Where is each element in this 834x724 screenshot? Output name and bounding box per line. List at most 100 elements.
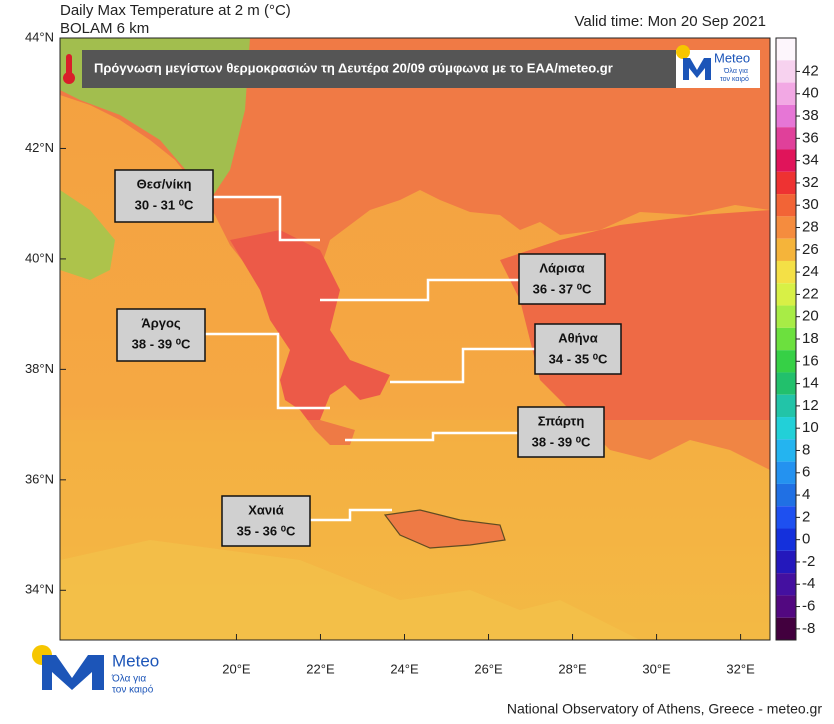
valid-time: Valid time: Mon 20 Sep 2021 — [574, 13, 766, 30]
colorbar-swatch — [776, 439, 796, 462]
colorbar-label: -8 — [802, 620, 815, 637]
colorbar-label: 4 — [802, 486, 810, 503]
land-italy — [60, 190, 115, 280]
callout-city: Λάρισα — [539, 260, 584, 275]
colorbar-swatch — [776, 216, 796, 239]
colorbar-label: 30 — [802, 196, 819, 213]
colorbar-swatch — [776, 127, 796, 150]
colorbar-label: 14 — [802, 375, 819, 392]
logo-tagline: τον καιρό — [112, 684, 154, 696]
colorbar-label: 20 — [802, 308, 819, 325]
x-tick-label: 20°E — [222, 661, 251, 676]
thermometer — [66, 54, 72, 76]
banner-text: Πρόγνωση μεγίστων θερμοκρασιών τη Δευτέρ… — [94, 60, 613, 75]
callout-city: Σπάρτη — [538, 413, 585, 428]
y-tick-label: 34°N — [25, 582, 54, 597]
y-tick-label: 44°N — [25, 29, 54, 44]
colorbar-swatch — [776, 194, 796, 217]
logo-name: Meteo — [112, 651, 159, 670]
colorbar-label: 28 — [802, 218, 819, 235]
logo-mark — [683, 58, 711, 80]
y-tick-label: 40°N — [25, 250, 54, 265]
colorbar-swatch — [776, 283, 796, 306]
y-tick-label: 36°N — [25, 471, 54, 486]
callout-city: Άργος — [141, 315, 181, 330]
callout-range: 34 - 35 ⁰C — [549, 351, 608, 366]
colorbar-label: 10 — [802, 419, 819, 436]
map-frame — [59, 37, 771, 641]
connector — [345, 431, 518, 442]
colorbar-label: 42 — [802, 62, 819, 79]
y-tick-label: 42°N — [25, 140, 54, 155]
land-crete — [383, 509, 506, 549]
colorbar-swatch — [776, 350, 796, 373]
callout-box — [116, 308, 206, 362]
thermometer-bulb — [63, 72, 75, 84]
logo-mark — [42, 655, 104, 690]
colorbar-swatch — [776, 528, 796, 551]
callout-box — [221, 495, 311, 547]
x-tick-label: 26°E — [474, 661, 503, 676]
colorbar-label: 38 — [802, 107, 819, 124]
y-tick-label: 38°N — [25, 361, 54, 376]
callout-box — [517, 406, 605, 458]
connector — [390, 347, 535, 384]
callout-city: Αθήνα — [558, 330, 598, 345]
land-greece — [230, 230, 390, 445]
colorbar-label: 0 — [802, 531, 810, 548]
colorbar-swatch — [776, 104, 796, 128]
colorbar-swatch — [776, 394, 796, 418]
colorbar-label: 12 — [802, 397, 819, 414]
logo-sun — [676, 45, 690, 59]
logo-tagline: Όλα για — [111, 674, 146, 685]
colorbar-swatch — [776, 327, 796, 351]
colorbar-swatch — [776, 238, 796, 261]
footer: National Observatory of Athens, Greece -… — [507, 701, 822, 717]
colorbar-label: -2 — [802, 553, 815, 570]
colorbar-label: 34 — [802, 152, 819, 169]
colorbar-label: 2 — [802, 508, 810, 525]
colorbar-swatch — [776, 38, 796, 61]
colorbar-label: 22 — [802, 285, 819, 302]
colorbar-label: -6 — [802, 598, 815, 615]
callout-city: Χανιά — [248, 502, 284, 517]
colorbar-swatch — [776, 573, 796, 596]
callout-box — [114, 169, 214, 223]
libya-coast — [60, 540, 640, 640]
colorbar-swatch — [776, 171, 796, 195]
colorbar-label: 36 — [802, 129, 819, 146]
colorbar-label: 32 — [802, 174, 819, 191]
colorbar-swatch — [776, 372, 796, 395]
connector — [205, 332, 330, 410]
colorbar-swatch — [776, 483, 796, 507]
colorbar-label: 26 — [802, 241, 819, 258]
callout-city: Θεσ/νίκη — [137, 176, 192, 191]
callout-box — [534, 323, 622, 375]
logo-tagline: Όλα για — [723, 68, 748, 75]
callout-box — [518, 253, 606, 305]
x-tick-label: 28°E — [558, 661, 587, 676]
colorbar-swatch — [776, 60, 796, 83]
colorbar-label: 6 — [802, 464, 810, 481]
callout-range: 36 - 37 ⁰C — [533, 281, 592, 296]
callout-range: 30 - 31 ⁰C — [135, 197, 194, 212]
colorbar-label: -4 — [802, 575, 815, 592]
x-tick-label: 24°E — [390, 661, 419, 676]
title: Daily Max Temperature at 2 m (°C) — [60, 2, 291, 19]
connector — [213, 195, 320, 242]
colorbar-label: 24 — [802, 263, 819, 280]
x-tick-label: 22°E — [306, 661, 335, 676]
colorbar-swatch — [776, 617, 796, 640]
x-tick-label: 30°E — [642, 661, 671, 676]
colorbar-swatch — [776, 82, 796, 105]
x-tick-label: 32°E — [726, 661, 755, 676]
model: BOLAM 6 km — [60, 20, 149, 37]
colorbar-label: 8 — [802, 441, 810, 458]
colorbar-swatch — [776, 595, 796, 618]
colorbar-swatch — [776, 417, 796, 440]
callout-range: 35 - 36 ⁰C — [237, 523, 296, 538]
colorbar-label: 16 — [802, 352, 819, 369]
colorbar-swatch — [776, 461, 796, 484]
colorbar-swatch — [776, 260, 796, 284]
callout-range: 38 - 39 ⁰C — [532, 434, 591, 449]
